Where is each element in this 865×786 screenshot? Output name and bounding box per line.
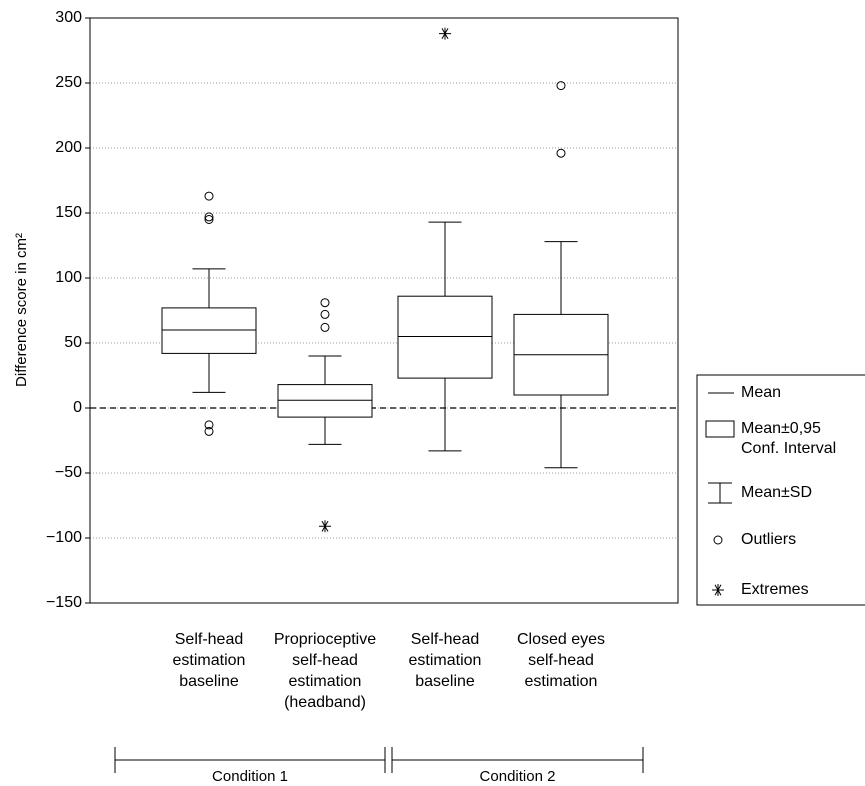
y-tick-label: 50 [64, 334, 82, 351]
legend-outlier-symbol [713, 535, 723, 545]
y-axis-label: Difference score in cm² [13, 233, 30, 387]
y-tick-label: 150 [55, 204, 82, 221]
legend-frame [696, 374, 865, 606]
extreme [319, 520, 331, 533]
ci-box [397, 295, 493, 379]
outlier [320, 309, 330, 319]
legend-label: Conf. Interval [741, 440, 836, 457]
y-tick-label: 300 [55, 9, 82, 26]
outlier [320, 322, 330, 332]
y-tick-label: 250 [55, 74, 82, 91]
whisker-upper [428, 221, 462, 297]
legend-label: Mean [741, 384, 781, 401]
outlier [204, 420, 214, 430]
y-tick-label: 200 [55, 139, 82, 156]
legend-sd-symbol [708, 482, 732, 504]
whisker-lower [192, 353, 226, 393]
whisker-lower [428, 378, 462, 452]
extreme [439, 27, 451, 40]
x-tick-label: Self-head [175, 631, 244, 648]
group-label: Condition 2 [480, 768, 556, 785]
y-tick-label: −100 [46, 529, 82, 546]
outlier [204, 215, 214, 224]
x-tick-label: estimation [409, 652, 482, 669]
x-tick-label: Proprioceptive [274, 631, 376, 648]
y-tick-label: 100 [55, 269, 82, 286]
legend-label: Mean±SD [741, 484, 812, 501]
x-tick-label: (headband) [284, 694, 366, 711]
outlier [204, 191, 214, 201]
ci-box [277, 384, 373, 418]
legend-ci-symbol [705, 420, 735, 438]
outlier [204, 426, 214, 436]
whisker-upper [544, 241, 578, 315]
plot-frame [89, 17, 679, 604]
x-tick-label: baseline [179, 673, 239, 690]
group-bracket [391, 747, 644, 773]
legend-label: Outliers [741, 531, 796, 548]
whisker-lower [308, 417, 342, 445]
y-tick-label: 0 [73, 399, 82, 416]
outlier [556, 81, 566, 91]
whisker-upper [308, 355, 342, 385]
legend-label: Extremes [741, 581, 809, 598]
legend-label: Mean±0,95 [741, 420, 821, 437]
x-tick-label: self-head [292, 652, 358, 669]
x-tick-label: Self-head [411, 631, 480, 648]
x-tick-label: estimation [173, 652, 246, 669]
x-tick-label: estimation [289, 673, 362, 690]
x-tick-label: baseline [415, 673, 475, 690]
outlier [556, 148, 566, 158]
outlier [204, 212, 214, 222]
x-tick-label: Closed eyes [517, 631, 605, 648]
outlier [320, 298, 330, 308]
group-label: Condition 1 [212, 768, 288, 785]
legend-extreme-symbol [712, 584, 724, 596]
ci-box [161, 307, 257, 354]
y-tick-label: −50 [55, 464, 82, 481]
y-tick-label: −150 [46, 594, 82, 611]
x-tick-label: self-head [528, 652, 594, 669]
x-tick-label: estimation [525, 673, 598, 690]
whisker-upper [192, 268, 226, 308]
group-bracket [114, 747, 386, 773]
whisker-lower [544, 395, 578, 469]
